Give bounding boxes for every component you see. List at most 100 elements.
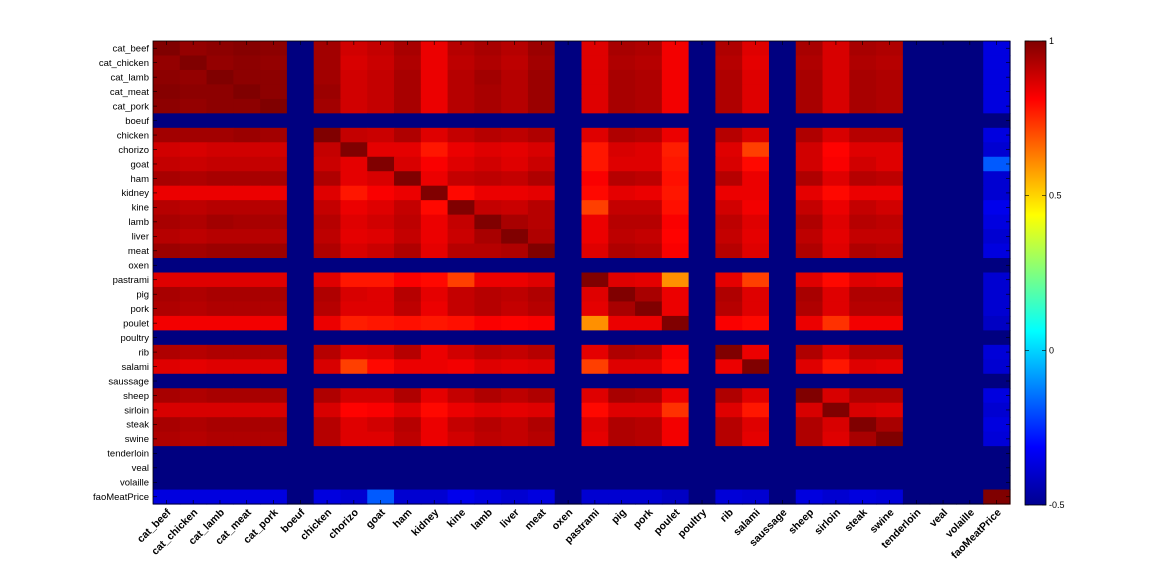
heatmap-cell: [742, 171, 770, 187]
heatmap-cell: [715, 55, 743, 71]
heatmap-cell: [956, 41, 984, 57]
heatmap-cell: [313, 272, 342, 288]
heatmap-cell: [822, 98, 850, 114]
heatmap-cell: [849, 431, 877, 447]
colorbar-tick-label: 0.5: [1049, 191, 1062, 201]
heatmap-cell: [233, 69, 261, 86]
heatmap-cell: [635, 200, 663, 216]
heatmap-cell: [474, 258, 502, 274]
heatmap-cell: [929, 98, 958, 114]
x-tick-label: goat: [364, 506, 389, 531]
heatmap-cell: [581, 373, 609, 389]
heatmap-cell: [822, 41, 850, 57]
heatmap-cell: [608, 344, 636, 360]
heatmap-cell: [153, 113, 181, 129]
heatmap-cell: [206, 41, 234, 57]
heatmap-cell: [902, 156, 931, 172]
heatmap-cell: [153, 84, 181, 100]
heatmap-cell: [902, 243, 931, 259]
heatmap-cell: [554, 98, 583, 114]
x-tick-label: pig: [609, 507, 629, 527]
heatmap-cell: [876, 84, 904, 100]
heatmap-cell: [608, 272, 636, 288]
y-tick-label: pork: [131, 304, 150, 315]
heatmap-cell: [956, 171, 984, 187]
heatmap-cell: [742, 41, 770, 57]
heatmap-cell: [715, 243, 743, 259]
heatmap-cell: [956, 431, 984, 447]
heatmap-cell: [902, 98, 931, 114]
heatmap-cell: [956, 113, 984, 129]
heatmap-cell: [795, 98, 824, 114]
heatmap-cell: [742, 69, 770, 86]
heatmap-cell: [608, 127, 636, 143]
heatmap-cell: [340, 402, 368, 418]
heatmap-cell: [822, 272, 850, 288]
heatmap-cell: [554, 315, 583, 331]
colorbar: 1 0.5 0 -0.5: [1024, 36, 1065, 510]
heatmap-cell: [581, 402, 609, 418]
heatmap-cell: [527, 373, 556, 389]
heatmap-cell: [849, 315, 877, 331]
heatmap-cell: [286, 84, 315, 100]
heatmap-cell: [286, 388, 315, 404]
x-tick-label: ham: [391, 507, 415, 531]
heatmap-cell: [394, 55, 422, 71]
heatmap-cell: [179, 315, 208, 331]
heatmap-cell: [447, 330, 475, 346]
heatmap-cell: [768, 446, 797, 462]
heatmap-cell: [956, 373, 984, 389]
heatmap-cell: [340, 55, 368, 71]
heatmap-cell: [527, 214, 556, 230]
heatmap-cell: [474, 98, 502, 114]
y-tick-label: oxen: [128, 261, 149, 272]
heatmap-cell: [206, 388, 234, 404]
heatmap-cell: [608, 55, 636, 71]
x-tick-label: kidney: [409, 507, 441, 539]
heatmap-cell: [179, 214, 208, 230]
heatmap-cell: [661, 142, 690, 158]
heatmap-cell: [661, 272, 690, 288]
heatmap-cell: [983, 475, 1011, 491]
heatmap-cell: [313, 69, 342, 86]
heatmap-cell: [768, 489, 797, 505]
heatmap-cell: [876, 98, 904, 114]
heatmap-cell: [795, 373, 824, 389]
y-tick-labels: cat_beef cat_chicken cat_lamb cat_meat cat_p…: [93, 44, 149, 504]
heatmap-cell: [447, 258, 475, 274]
heatmap-cell: [260, 301, 288, 317]
heatmap-cell: [286, 286, 315, 303]
heatmap-cell: [447, 84, 475, 100]
heatmap-cell: [635, 55, 663, 71]
heatmap-cell: [849, 475, 877, 491]
heatmap-cell: [742, 359, 770, 375]
heatmap-cell: [527, 475, 556, 491]
heatmap-cell: [394, 475, 422, 491]
heatmap-cell: [822, 286, 850, 303]
heatmap-cell: [822, 402, 850, 418]
heatmap-cell: [340, 344, 368, 360]
heatmap-cell: [822, 84, 850, 100]
heatmap-cell: [447, 243, 475, 259]
heatmap-cell: [581, 446, 609, 462]
heatmap-cell: [581, 489, 609, 505]
heatmap-cell: [394, 373, 422, 389]
heatmap-cell: [313, 402, 342, 418]
heatmap-cell: [286, 156, 315, 172]
heatmap-cell: [554, 185, 583, 201]
heatmap-cell: [608, 301, 636, 317]
heatmap-cell: [501, 475, 529, 491]
heatmap-cell: [554, 446, 583, 462]
heatmap-cell: [902, 171, 931, 187]
heatmap-cell: [474, 113, 502, 129]
heatmap-cell: [206, 446, 234, 462]
heatmap-cell: [153, 475, 181, 491]
heatmap-cell: [902, 200, 931, 216]
heatmap-cell: [260, 156, 288, 172]
heatmap-cell: [768, 344, 797, 360]
heatmap-cell: [581, 55, 609, 71]
heatmap-cell: [902, 489, 931, 505]
heatmap-cell: [983, 359, 1011, 375]
heatmap-cell: [153, 315, 181, 331]
heatmap-cell: [527, 98, 556, 114]
